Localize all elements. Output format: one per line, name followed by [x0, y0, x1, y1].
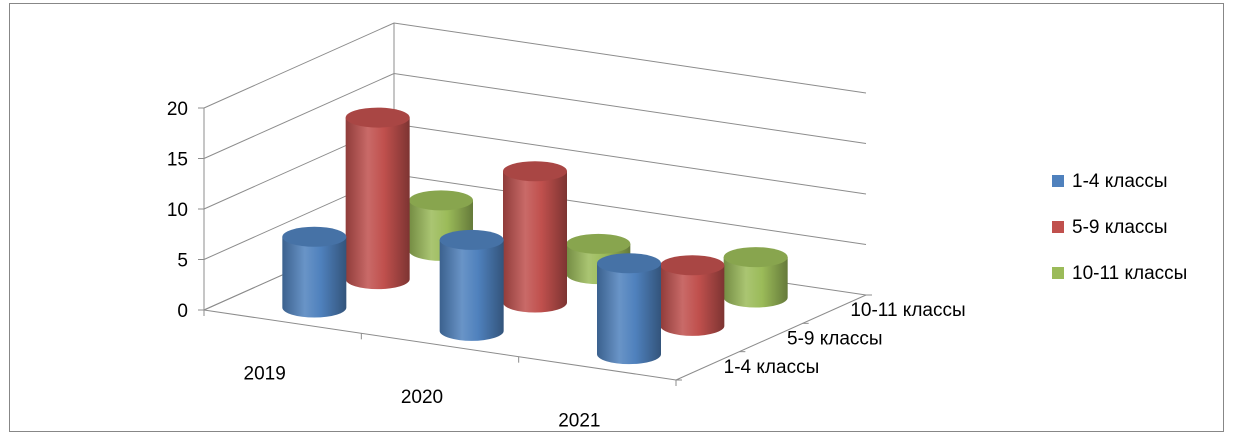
bar-top — [566, 233, 631, 254]
bar-1-4-классы-2019 — [282, 226, 347, 318]
legend-swatch — [1052, 267, 1064, 279]
depth-tick-label: 1-4 классы — [724, 357, 820, 378]
bar-body — [439, 239, 504, 341]
legend-swatch — [1052, 175, 1064, 187]
bar-body — [345, 117, 410, 290]
bar-10-11-классы-2021 — [723, 247, 788, 308]
bar-top — [723, 247, 788, 268]
bar-top — [503, 161, 567, 182]
bar-1-4-классы-2020 — [439, 229, 504, 341]
x-tick-label: 2019 — [244, 364, 286, 385]
bar-top — [345, 107, 410, 128]
floor-front-edge — [203, 309, 677, 381]
bar-body — [597, 263, 661, 365]
bar-1-4-классы-2021 — [597, 253, 661, 365]
y-axis-ticks: 0 5 10 15 20 — [167, 99, 204, 322]
bar-body — [503, 171, 567, 313]
gridline — [203, 72, 867, 159]
bar-5-9-классы-2019 — [345, 107, 410, 290]
bar-5-9-классы-2021 — [660, 255, 725, 336]
legend-label: 1-4 классы — [1072, 171, 1168, 192]
legend-swatch — [1052, 221, 1064, 233]
y-tick-label: 5 — [177, 251, 188, 272]
x-tick-label: 2020 — [401, 387, 443, 408]
x-tick-label: 2021 — [558, 410, 600, 431]
y-tick-label: 15 — [167, 150, 188, 171]
depth-tick-label: 5-9 классы — [787, 329, 883, 350]
chart-legend: 1-4 классы 5-9 классы 10-11 классы — [1052, 171, 1187, 284]
bar-top — [660, 255, 725, 276]
y-tick-label: 20 — [167, 99, 188, 120]
bar-body — [723, 257, 788, 308]
chart-bars — [282, 107, 788, 365]
bar-body — [660, 265, 725, 336]
bar-body — [282, 236, 347, 318]
bar-top — [597, 253, 661, 274]
depth-tick-label: 10-11 классы — [850, 300, 965, 321]
floor-right-edge — [675, 294, 867, 381]
x-axis-labels: 2019 2020 2021 — [203, 310, 677, 431]
y-tick-label: 0 — [177, 301, 188, 322]
bar-top — [439, 229, 504, 250]
bar-top — [409, 190, 473, 211]
gridline — [203, 22, 867, 109]
legend-label: 5-9 классы — [1072, 217, 1168, 238]
bar-5-9-классы-2020 — [503, 161, 567, 313]
y-tick-label: 10 — [167, 200, 188, 221]
bar-top — [282, 226, 347, 247]
depth-axis-labels: 1-4 классы 5-9 классы 10-11 классы — [676, 294, 966, 381]
legend-label: 10-11 классы — [1072, 263, 1187, 284]
